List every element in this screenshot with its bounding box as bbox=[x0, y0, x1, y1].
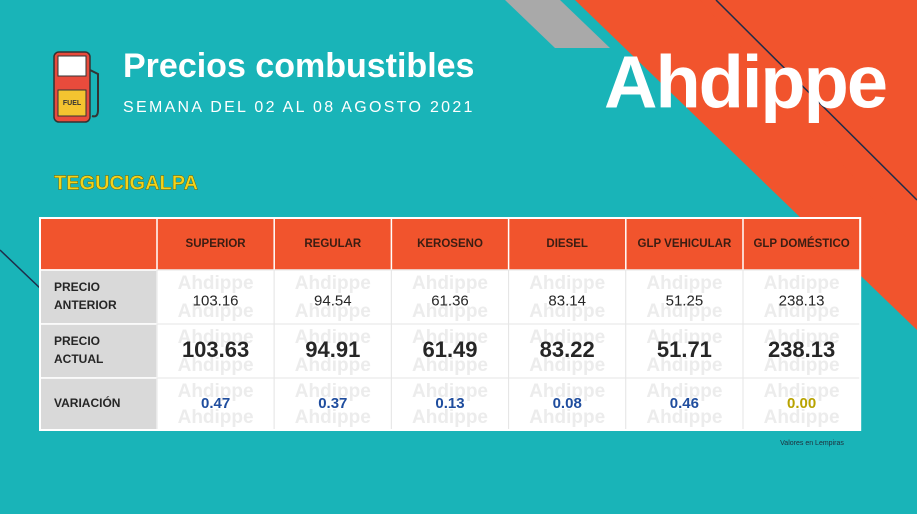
watermark: Ahdippe bbox=[178, 301, 254, 322]
watermark: Ahdippe bbox=[764, 407, 840, 428]
cell-value: 94.54 bbox=[314, 292, 352, 309]
cell-value: 0.37 bbox=[318, 395, 347, 412]
city: TEGUCIGALPA bbox=[54, 172, 198, 194]
cell bbox=[390, 269, 510, 325]
cell bbox=[508, 377, 627, 431]
cell-value: 103.16 bbox=[193, 292, 239, 309]
price-table: SUPERIOR REGULAR KEROSENO DIESEL GLP VEHICUL… bbox=[39, 217, 862, 431]
orange-band-2 bbox=[640, 0, 917, 250]
watermark: Ahdippe bbox=[295, 407, 371, 428]
watermark: Ahdippe bbox=[764, 381, 840, 402]
cell bbox=[625, 377, 744, 431]
column-header: GLP VEHICULAR bbox=[638, 238, 732, 250]
cell-value: 83.22 bbox=[540, 337, 595, 362]
cell bbox=[508, 269, 627, 325]
icon-label: FUEL bbox=[63, 100, 82, 107]
watermark: Ahdippe bbox=[178, 407, 254, 428]
cell-value: 51.25 bbox=[666, 292, 704, 309]
row-label: VARIACIÓN bbox=[54, 395, 120, 410]
watermark: Ahdippe bbox=[412, 327, 488, 348]
column-header: KEROSENO bbox=[417, 238, 483, 250]
watermark: Ahdippe bbox=[412, 407, 488, 428]
cell bbox=[508, 323, 627, 379]
cell-value: 238.13 bbox=[768, 337, 835, 362]
watermark: Ahdippe bbox=[529, 355, 605, 376]
fuel-icon: FUEL bbox=[53, 51, 99, 123]
cell-value: 0.13 bbox=[435, 395, 464, 412]
cell-value: 83.14 bbox=[548, 292, 586, 309]
cell-value: 0.00 bbox=[787, 395, 816, 412]
watermark: Ahdippe bbox=[646, 407, 722, 428]
row-label-cell bbox=[39, 269, 158, 325]
watermark: Ahdippe bbox=[178, 355, 254, 376]
watermark: Ahdippe bbox=[529, 273, 605, 294]
cell-value: 0.46 bbox=[670, 395, 699, 412]
watermark: Ahdippe bbox=[646, 273, 722, 294]
row-label: PRECIO ANTERIOR bbox=[54, 280, 117, 312]
cell-value: 103.63 bbox=[182, 337, 249, 362]
watermark: Ahdippe bbox=[412, 273, 488, 294]
watermark: Ahdippe bbox=[178, 327, 254, 348]
watermark: Ahdippe bbox=[646, 301, 722, 322]
column-header: REGULAR bbox=[304, 238, 362, 250]
cell bbox=[273, 323, 392, 379]
watermark: Ahdippe bbox=[295, 327, 371, 348]
row-label: PRECIO ACTUAL bbox=[54, 334, 103, 366]
watermark: Ahdippe bbox=[178, 273, 254, 294]
title: Precios combustibles bbox=[123, 47, 474, 85]
cell bbox=[156, 323, 275, 379]
table-frame bbox=[39, 217, 862, 431]
cell-value: 61.36 bbox=[431, 292, 469, 309]
watermark: Ahdippe bbox=[764, 355, 840, 376]
row-label-cell bbox=[39, 377, 158, 431]
watermark: Ahdippe bbox=[412, 301, 488, 322]
watermark: Ahdippe bbox=[764, 301, 840, 322]
watermark: Ahdippe bbox=[295, 301, 371, 322]
watermark: Ahdippe bbox=[646, 355, 722, 376]
watermark: Ahdippe bbox=[529, 407, 605, 428]
cell bbox=[156, 269, 275, 325]
watermark: Ahdippe bbox=[412, 381, 488, 402]
cell-value: 0.08 bbox=[553, 395, 582, 412]
dark-line bbox=[715, 0, 917, 201]
cell bbox=[273, 269, 392, 325]
cell-value: 238.13 bbox=[779, 292, 825, 309]
cell-value: 51.71 bbox=[657, 337, 712, 362]
gray-stripe bbox=[505, 0, 610, 48]
cell-value: 0.47 bbox=[201, 395, 230, 412]
dark-line bbox=[0, 249, 43, 291]
watermark: Ahdippe bbox=[295, 273, 371, 294]
watermark: Ahdippe bbox=[646, 327, 722, 348]
bottom-strip bbox=[0, 514, 917, 519]
watermark: Ahdippe bbox=[178, 381, 254, 402]
watermark: Ahdippe bbox=[412, 355, 488, 376]
cell bbox=[273, 377, 392, 431]
cell bbox=[742, 323, 861, 379]
watermark: Ahdippe bbox=[529, 381, 605, 402]
watermark: Ahdippe bbox=[529, 301, 605, 322]
column-header: SUPERIOR bbox=[186, 238, 247, 250]
watermark: Ahdippe bbox=[764, 273, 840, 294]
subtitle: SEMANA DEL 02 AL 08 AGOSTO 2021 bbox=[123, 99, 475, 116]
logo: Ahdippe bbox=[604, 41, 886, 124]
cell-value: 61.49 bbox=[422, 337, 477, 362]
watermark: Ahdippe bbox=[764, 327, 840, 348]
footnote: Valores en Lempiras bbox=[780, 440, 844, 447]
row-label-cell bbox=[39, 323, 158, 379]
cell-value: 94.91 bbox=[305, 337, 360, 362]
column-header: DIESEL bbox=[546, 238, 588, 250]
watermark: Ahdippe bbox=[646, 381, 722, 402]
watermark: Ahdippe bbox=[295, 381, 371, 402]
watermark: Ahdippe bbox=[529, 327, 605, 348]
cell bbox=[390, 377, 510, 431]
column-header: GLP DOMÉSTICO bbox=[753, 237, 849, 250]
watermark: Ahdippe bbox=[295, 355, 371, 376]
